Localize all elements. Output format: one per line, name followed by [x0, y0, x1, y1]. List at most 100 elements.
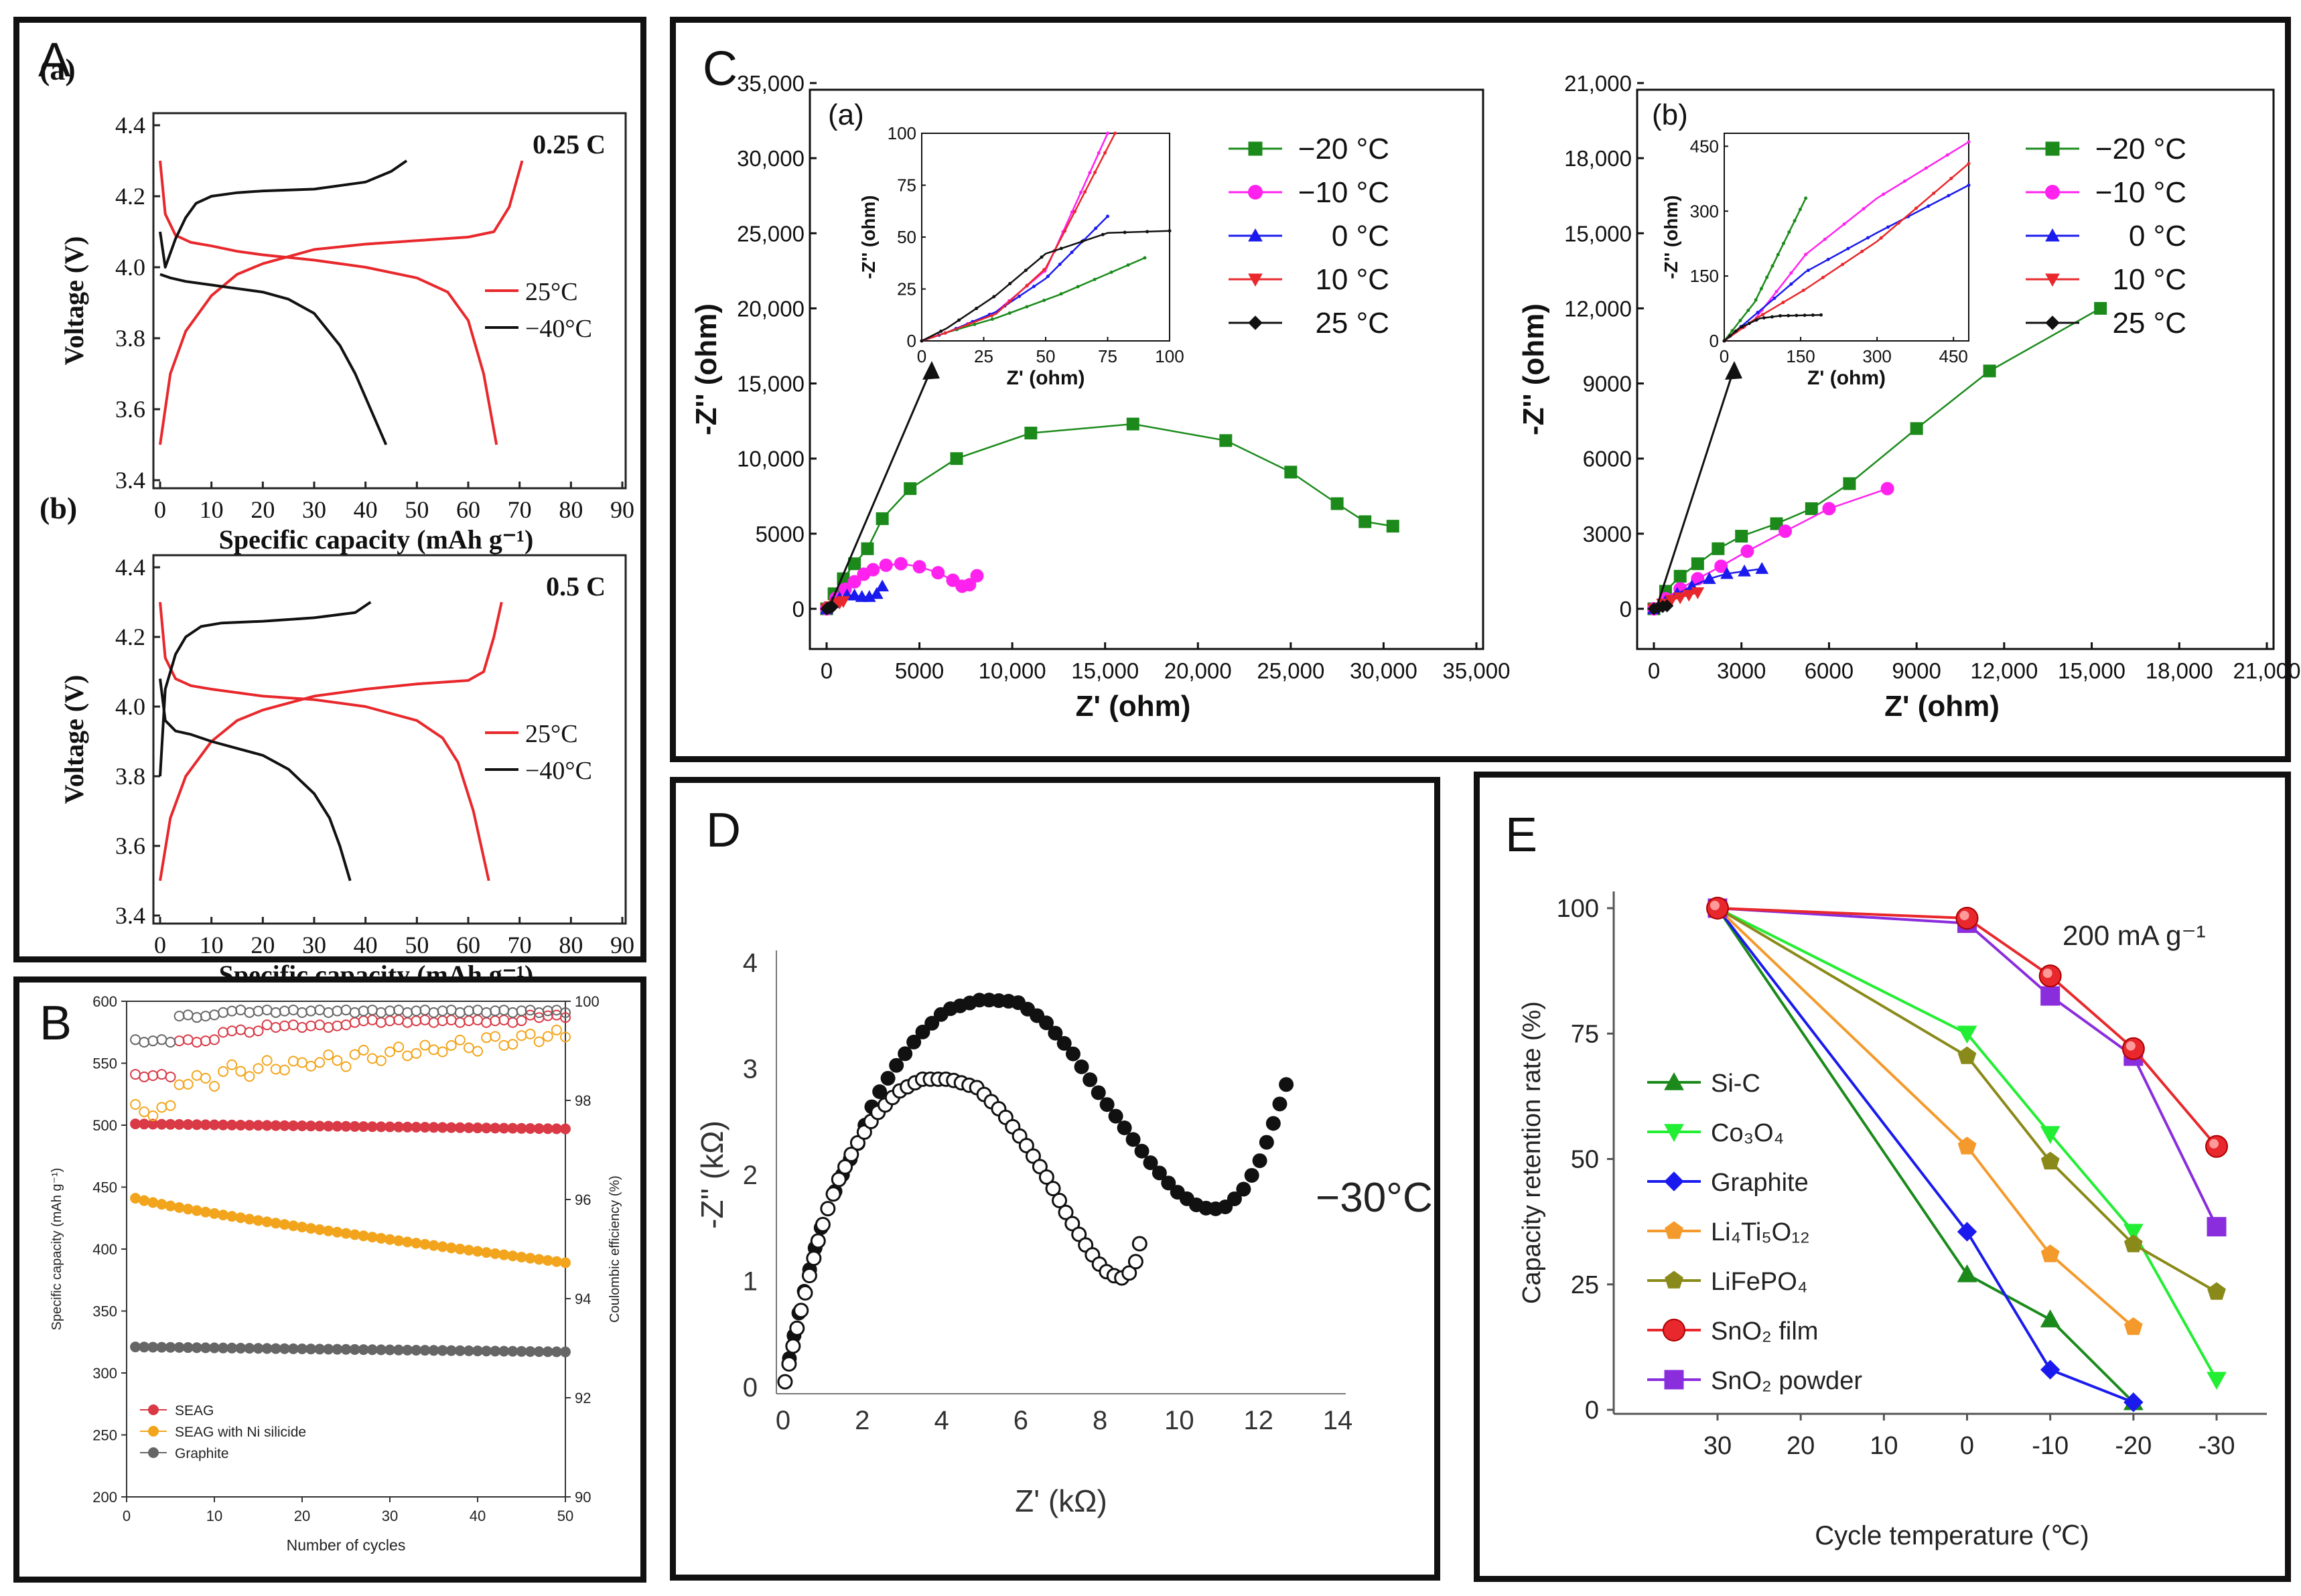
- x-tick-label: 30: [382, 1508, 398, 1524]
- legend-marker: [148, 1426, 159, 1437]
- efficiency-point: [560, 1031, 571, 1043]
- series-point: [869, 587, 884, 599]
- series-point: [2207, 1217, 2227, 1237]
- efficiency-point: [139, 1106, 150, 1118]
- y-tick-label: 3: [743, 1055, 758, 1084]
- filled-point: [1272, 1096, 1287, 1112]
- efficiency-point: [244, 1071, 255, 1082]
- efficiency-point: [182, 1078, 194, 1090]
- series-point: [1126, 417, 1139, 431]
- x-axis-label: Z' (ohm): [1076, 690, 1191, 723]
- series-point: [2040, 1151, 2060, 1170]
- series-point: [1702, 572, 1716, 584]
- rate-annotation: 200 mA g⁻¹: [2063, 920, 2206, 951]
- y-tick-label: 3.6: [115, 832, 145, 859]
- y-tick-label: 3.4: [115, 902, 145, 929]
- inset-y-tick-label: 300: [1690, 201, 1719, 221]
- efficiency-point: [287, 1019, 299, 1031]
- capacity-point: [287, 1343, 299, 1354]
- efficiency-point: [191, 1037, 202, 1048]
- series-point: [904, 482, 917, 496]
- inset-point: [1806, 269, 1810, 273]
- y-tick-label: 10,000: [737, 447, 805, 471]
- efficiency-point: [454, 1017, 466, 1028]
- x-tick-label: 12: [1243, 1406, 1273, 1435]
- open-point: [837, 1159, 853, 1175]
- inset-point: [1080, 240, 1084, 244]
- series-point: [847, 588, 861, 601]
- efficiency-point: [209, 1080, 220, 1092]
- inset-point: [1018, 294, 1022, 298]
- efficiency-point: [437, 1015, 448, 1027]
- capacity-point: [463, 1244, 474, 1256]
- inset-point: [1008, 281, 1012, 285]
- efficiency-point: [226, 1025, 238, 1037]
- y-tick-label: 4.0: [115, 254, 145, 281]
- inset-point: [1967, 184, 1971, 187]
- capacity-point: [332, 1120, 343, 1132]
- capacity-point: [445, 1345, 457, 1356]
- open-point: [777, 1374, 793, 1390]
- inset-point: [1795, 313, 1799, 317]
- open-point: [793, 1303, 809, 1319]
- legend-label: −40°C: [525, 757, 592, 785]
- capacity-point: [218, 1210, 229, 1221]
- efficiency-point: [209, 1034, 220, 1045]
- open-point: [856, 1124, 872, 1140]
- series-point: [837, 596, 850, 608]
- capacity-point: [551, 1256, 562, 1267]
- inset-point: [1103, 151, 1107, 155]
- plot-frame: [152, 112, 627, 490]
- efficiency-point: [428, 1044, 439, 1056]
- inset-point: [1811, 313, 1815, 317]
- inset-point: [1123, 230, 1127, 234]
- y-tick-label: 300: [92, 1365, 117, 1382]
- efficiency-point: [244, 1007, 255, 1018]
- capacity-point: [279, 1343, 290, 1354]
- capacity-point: [481, 1247, 492, 1258]
- capacity-point: [270, 1120, 281, 1131]
- inset-arrow: [1656, 367, 1736, 606]
- capacity-point: [551, 1123, 562, 1135]
- series-point: [1910, 422, 1923, 435]
- series-point: [1957, 1264, 1977, 1283]
- filled-point: [1227, 1191, 1242, 1206]
- inset-point: [1059, 246, 1063, 250]
- efficiency-point: [490, 1015, 501, 1027]
- x-tick-label: 30: [1703, 1432, 1732, 1460]
- efficiency-point: [385, 1015, 395, 1027]
- inset-curve-3: [921, 133, 1116, 342]
- inset-point: [1046, 275, 1050, 279]
- legend-label: Li₄Ti₅O₁₂: [1711, 1218, 1810, 1246]
- capacity-point: [560, 1123, 571, 1135]
- curve-0: [159, 160, 524, 445]
- filled-point: [1236, 1181, 1251, 1197]
- inset-point: [1765, 275, 1769, 279]
- capacity-point: [428, 1345, 439, 1356]
- open-point: [843, 1147, 859, 1163]
- panel-d-label: D: [706, 804, 741, 857]
- series-point: [876, 512, 889, 525]
- inset-point: [1106, 214, 1109, 218]
- inset-point: [1846, 246, 1850, 250]
- x-axis-label: Cycle temperature (℃): [1815, 1521, 2089, 1550]
- x-tick-label: -10: [2032, 1432, 2069, 1460]
- efficiency-point: [191, 1070, 202, 1081]
- x-tick-label: 80: [559, 932, 583, 958]
- efficiency-point: [560, 1007, 571, 1018]
- inset-point: [1040, 255, 1044, 259]
- capacity-point: [235, 1119, 247, 1131]
- legend-marker: [2045, 228, 2060, 242]
- series-point: [1957, 1025, 1977, 1044]
- efficiency-point: [314, 1005, 326, 1016]
- legend-marker: [1248, 315, 1263, 330]
- efficiency-point: [366, 1053, 378, 1064]
- efficiency-point: [437, 1005, 448, 1017]
- legend-marker: [2045, 185, 2060, 200]
- legend-label: 10 °C: [2112, 263, 2186, 296]
- efficiency-point: [366, 1014, 378, 1025]
- series-point: [876, 579, 889, 592]
- efficiency-point: [139, 1071, 150, 1082]
- series-point: [1843, 477, 1856, 490]
